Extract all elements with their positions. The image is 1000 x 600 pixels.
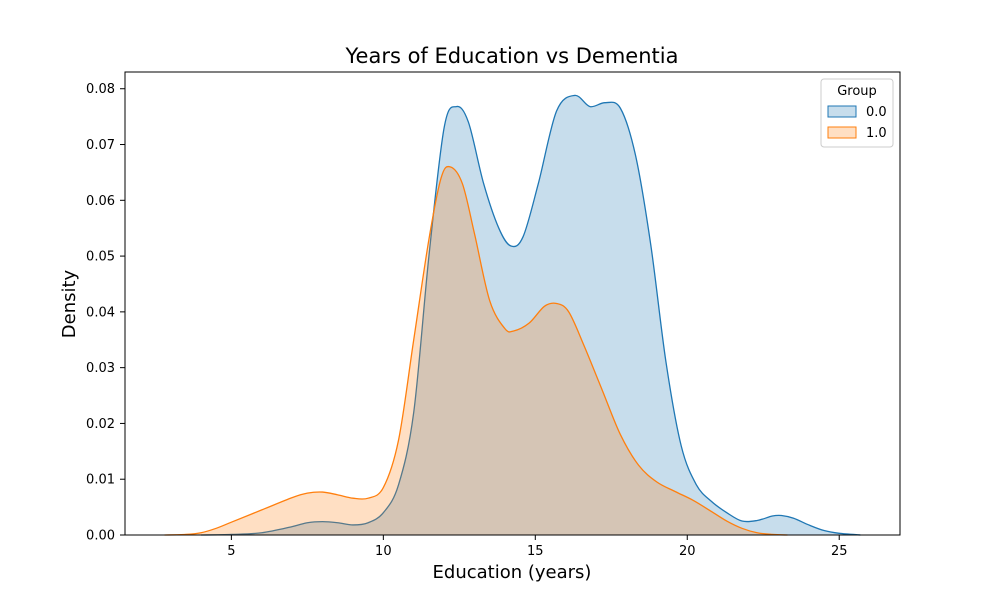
x-tick-label: 5 [227,544,235,559]
legend-title: Group [837,84,877,99]
y-tick-label: 0.00 [86,529,115,544]
y-axis: 0.00 0.01 0.02 0.03 0.04 0.05 0.06 0.07 0.08 [86,82,125,544]
axes-frame [124,71,901,536]
chart-title: Years of Education vs Dementia [345,44,679,68]
x-axis: 5 10 15 20 25 [227,535,847,559]
y-tick-label: 0.05 [86,250,115,265]
legend-swatch-1 [827,126,857,139]
y-tick-label: 0.01 [86,473,115,488]
y-tick-label: 0.04 [86,305,115,320]
y-tick-label: 0.07 [86,138,115,153]
y-axis-title: Density [59,269,80,338]
density-line-1 [164,165,788,536]
y-tick-label: 0.03 [86,361,115,376]
density-area-0 [200,95,861,536]
y-tick-label: 0.02 [86,417,115,432]
legend-swatch-0 [827,105,857,118]
legend: Group 0.0 1.0 [820,78,894,148]
x-tick-label: 10 [375,544,392,559]
x-axis-title: Education (years) [433,562,592,583]
legend-label-0: 0.0 [866,105,887,120]
legend-frame [820,78,894,148]
y-tick-label: 0.06 [86,194,115,209]
y-tick-label: 0.08 [86,82,115,97]
density-line-0 [200,94,861,536]
x-tick-label: 15 [527,544,544,559]
density-area-1 [164,166,788,536]
x-tick-label: 20 [679,544,696,559]
series-layer [164,94,861,536]
legend-label-1: 1.0 [866,126,887,141]
x-tick-label: 25 [831,544,848,559]
